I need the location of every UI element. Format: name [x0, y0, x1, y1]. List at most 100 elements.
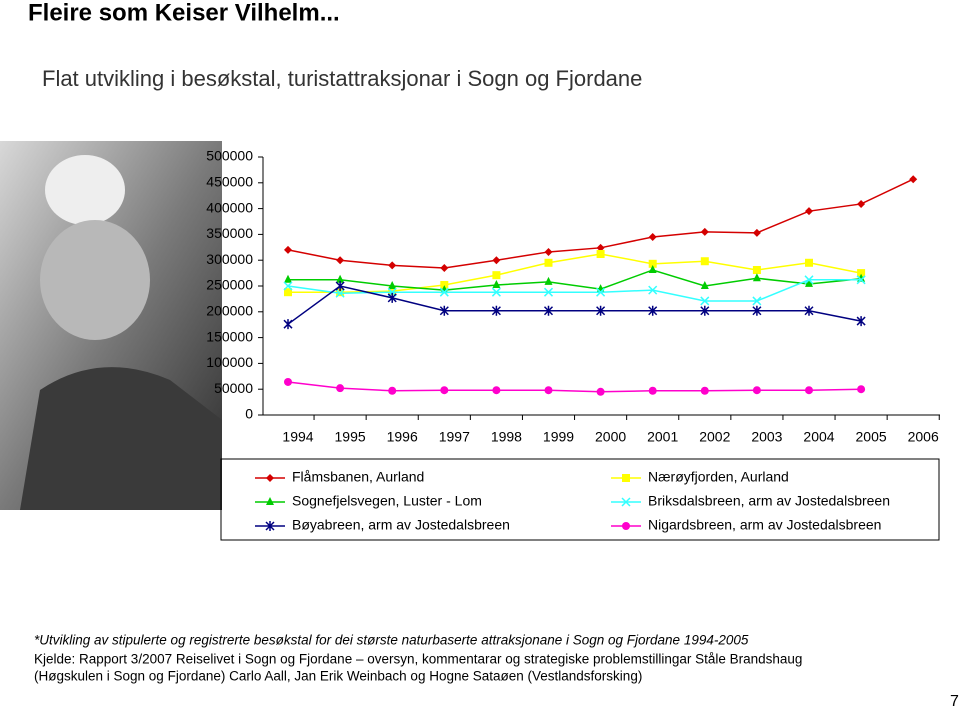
marker: [266, 474, 274, 482]
marker: [544, 247, 553, 256]
marker: [909, 175, 918, 184]
marker: [336, 256, 345, 265]
marker: [752, 228, 761, 237]
footnote: (Høgskulen i Sogn og Fjordane) Carlo Aal…: [34, 669, 642, 684]
marker: [700, 296, 710, 306]
series-line: [288, 269, 862, 291]
y-tick-label: 0: [245, 406, 253, 422]
marker: [439, 287, 449, 297]
marker: [336, 274, 345, 283]
y-tick-label: 350000: [206, 225, 253, 241]
page-number: 7: [950, 693, 959, 710]
marker: [648, 285, 658, 295]
marker: [857, 385, 866, 394]
marker: [284, 288, 292, 297]
marker: [700, 227, 709, 236]
subtitle: Flat utvikling i besøkstal, turistattrak…: [42, 66, 642, 91]
y-tick-label: 150000: [206, 328, 253, 344]
marker: [622, 474, 630, 482]
marker: [621, 497, 631, 507]
marker: [805, 278, 813, 287]
marker: [752, 305, 762, 316]
x-tick-label: 2001: [647, 429, 678, 445]
marker: [596, 250, 605, 259]
marker: [265, 521, 275, 531]
marker: [596, 287, 606, 297]
x-tick-label: 2000: [595, 429, 626, 445]
x-tick-label: 2005: [856, 429, 887, 445]
marker: [752, 273, 761, 282]
marker: [336, 384, 345, 393]
marker: [491, 305, 501, 316]
legend-label: Nigardsbreen, arm av Jostedalsbreen: [648, 517, 881, 533]
marker: [388, 386, 397, 395]
y-tick-label: 500000: [206, 148, 253, 164]
x-tick-label: 1998: [491, 429, 522, 445]
y-tick-label: 50000: [214, 380, 253, 396]
marker: [439, 305, 449, 316]
marker: [284, 245, 292, 254]
marker: [648, 386, 657, 395]
legend-label: Bøyabreen, arm av Jostedalsbreen: [292, 517, 510, 533]
legend-box: [220, 458, 940, 541]
series-line: [288, 253, 862, 293]
marker: [804, 275, 814, 285]
legend-label: Flåmsbanen, Aurland: [292, 469, 424, 485]
marker: [544, 386, 553, 395]
marker: [648, 265, 657, 274]
marker: [544, 258, 553, 267]
x-tick-label: 2004: [803, 429, 834, 445]
x-tick-label: 1999: [543, 429, 574, 445]
x-tick-label: 2003: [751, 429, 782, 445]
y-tick-label: 200000: [206, 303, 253, 319]
marker: [596, 305, 606, 316]
marker: [596, 387, 605, 396]
y-tick-label: 300000: [206, 251, 253, 267]
marker: [266, 497, 274, 505]
x-tick-label: 1996: [387, 429, 418, 445]
marker: [283, 281, 293, 291]
marker: [284, 274, 292, 283]
marker: [335, 288, 345, 298]
marker: [805, 207, 813, 216]
footnote: Kjelde: Rapport 3/2007 Reiselivet i Sogn…: [34, 652, 802, 667]
title: Fleire som Keiser Vilhelm...: [28, 0, 340, 26]
legend-label: Nærøyfjorden, Aurland: [648, 469, 789, 485]
y-tick-label: 100000: [206, 354, 253, 370]
portrait: [0, 141, 222, 510]
marker: [543, 305, 554, 316]
marker: [440, 280, 449, 289]
marker: [648, 305, 658, 316]
marker: [700, 386, 709, 395]
marker: [700, 281, 709, 289]
marker: [805, 386, 813, 395]
marker: [283, 319, 293, 330]
y-tick-label: 450000: [206, 174, 253, 190]
series-line: [287, 381, 862, 393]
marker: [752, 296, 762, 306]
y-tick-label: 400000: [206, 199, 253, 215]
marker: [492, 279, 501, 288]
marker: [700, 257, 709, 266]
marker: [440, 386, 449, 395]
legend-label: Briksdalsbreen, arm av Jostedalsbreen: [648, 493, 890, 509]
marker: [492, 271, 501, 280]
marker: [804, 305, 814, 316]
x-tick-label: 2002: [699, 429, 730, 445]
marker: [387, 292, 397, 303]
marker: [857, 269, 866, 278]
series-line: [287, 285, 862, 325]
x-tick-label: 1997: [439, 429, 470, 445]
marker: [335, 281, 345, 291]
x-tick-label: 2006: [908, 429, 939, 445]
x-tick-label: 1995: [335, 429, 366, 445]
marker: [440, 263, 449, 272]
series-line: [287, 279, 862, 302]
marker: [648, 232, 657, 241]
marker: [491, 287, 501, 297]
marker: [388, 281, 397, 289]
x-tick-label: 1994: [282, 429, 313, 445]
marker: [648, 259, 657, 268]
marker: [856, 316, 866, 327]
